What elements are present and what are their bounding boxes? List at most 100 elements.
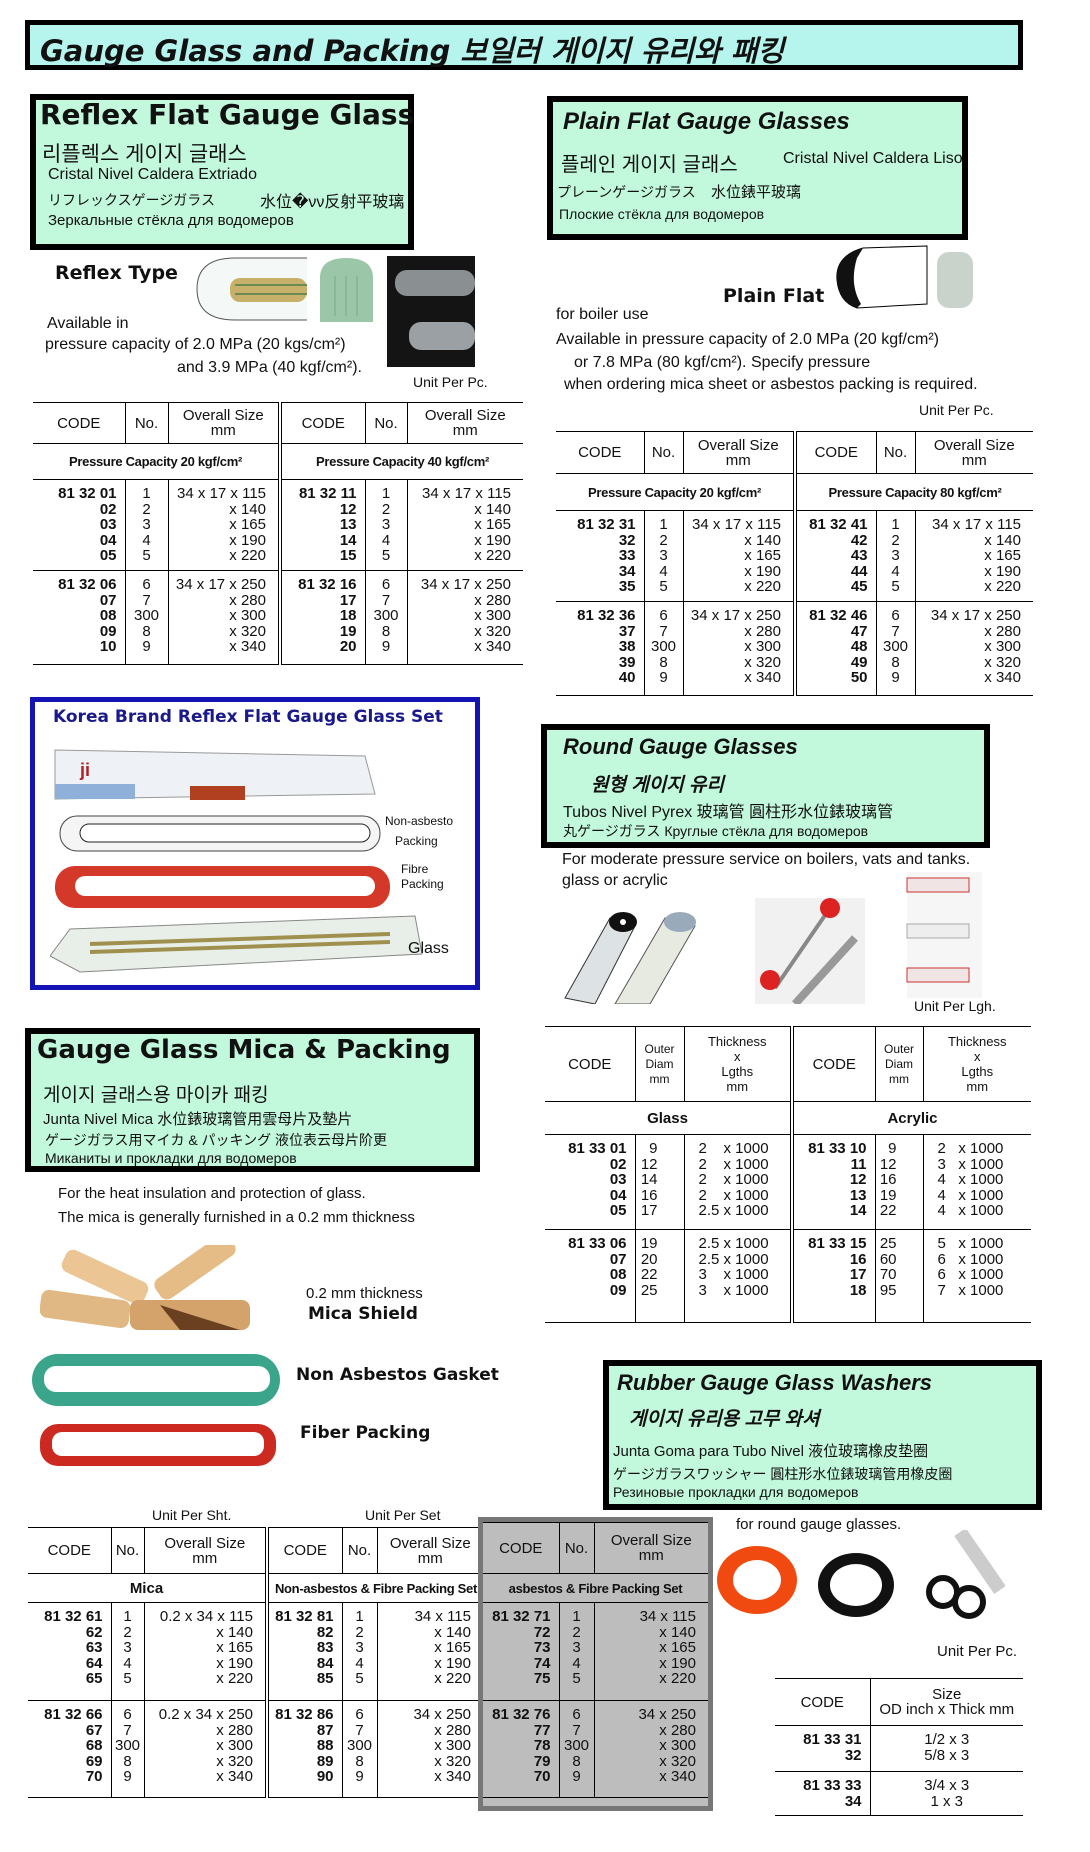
table-cell: 34 x 17 x 115 x 140 x 165 x 190 x 220 [914,510,1033,602]
no-value: 1 [355,1608,364,1625]
unit-per-sheet: Unit Per Sht. [152,1507,232,1523]
code-value: 18 [849,1281,867,1299]
no-value: 8 [355,1752,364,1770]
code-value: 12 [339,500,357,518]
table-cell: 81 32 71 72 73 74 75 [483,1602,559,1701]
size-value: x 190 [474,531,511,549]
plain-table: CODE No. Overall Size mm CODE No. Overall Siz… [556,431,1033,696]
column-header: CODE [545,1026,635,1102]
table-header-row: CODE No. Overall Size mm CODE No. Overall Siz… [556,431,1033,474]
round-unit: Unit Per Lgh. [914,998,996,1014]
size-value: x 300 [984,638,1021,655]
no-value: 300 [882,638,909,655]
code-value: 08 [609,1266,627,1283]
round-korean: 원형 게이지 유리 [591,775,724,796]
round-glass-images [564,872,982,1004]
code-value: 81 33 31 [803,1731,862,1748]
size-value: 60 [879,1250,897,1268]
gasket-images [32,1354,280,1466]
code-value: 13 [339,516,357,533]
size-value: x 190 [229,531,266,549]
plain-title: Plain Flat Gauge Glasses [563,108,850,135]
no-value: 1 [891,516,900,533]
code-value: 82 [316,1623,334,1641]
no-value: 4 [572,1654,581,1672]
column-header: CODE [793,431,876,474]
mica-russian: Миканиты и прокладки для водомеров [45,1150,297,1166]
table-cell: 34 x 17 x 115 x 140 x 165 x 190 x 220 [167,479,280,571]
section-header: Mica [28,1573,267,1603]
plain-unit: Unit Per Pc. [919,402,994,418]
label-packing-1: Packing [395,834,438,848]
code-value: 81 33 06 [568,1235,627,1252]
table-cell: 81 32 36 37 38 39 40 [556,601,644,696]
round-line-2: 丸ゲージガラス Круглые стёкла для водомеров [563,823,869,839]
column-header: Overall Size mm [914,431,1033,474]
column-header: Overall Size mm [406,402,523,444]
round-desc-2: glass or acrylic [562,872,668,889]
code-value: 11 [850,1155,867,1173]
section-header: Acrylic [790,1101,1031,1135]
reflex-avail-3: and 3.9 MPa (40 kgf/cm²). [177,359,362,376]
page-title-bar: Gauge Glass and Packing 보일러 게이지 유리와 패킹 [25,20,1023,70]
mica-shield-image [40,1245,250,1330]
no-value: 4 [891,562,900,580]
code-value: 85 [316,1670,334,1687]
rubber-line-2: ゲージガラスワッシャー 圓柱形水位錶玻璃管用橡皮圈 [613,1466,953,1482]
table-cell: 81 33 15 16 17 18 [790,1229,875,1323]
size-value: 5/8 x 3 [924,1746,970,1764]
size-value: 12 [640,1155,658,1173]
size-value: 34 x 250 [638,1706,696,1723]
rubber-unit: Unit Per Pc. [937,1643,1018,1660]
size-value: x 140 [216,1623,253,1641]
size-value: x 220 [229,547,266,564]
code-value: 81 32 61 [44,1608,103,1625]
size-value: 25 [879,1235,897,1252]
no-value: 9 [381,638,391,655]
column-header: Overall Size mm [682,431,795,474]
no-value: 4 [659,562,668,580]
no-value: 300 [346,1737,373,1754]
no-value: 6 [142,576,151,593]
code-value: 17 [849,1266,867,1283]
section-header-row: asbestos & Fibre Packing Set [483,1573,708,1603]
no-value: 5 [891,578,900,595]
size-value: 1/2 x 3 [924,1731,970,1748]
size-value: x 280 [984,622,1021,640]
no-value: 7 [659,622,668,640]
table-cell: 9 12 16 19 22 [874,1134,923,1230]
table-row-group: 81 32 61 62 63 64 65 1 2 3 4 5 0.2 x 34 x 115 x 140… [28,1602,483,1701]
rubber-title: Rubber Gauge Glass Washers [617,1370,933,1395]
code-value: 34 [618,562,636,580]
table-cell: 81 32 66 67 68 69 70 [28,1700,111,1798]
code-value: 77 [533,1721,551,1739]
no-value: 1 [142,485,151,502]
code-value: 81 32 06 [58,576,117,593]
size-value: 2.5 x 1000 [698,1202,769,1219]
section-header: Pressure Capacity 80 kgf/cm² [793,473,1033,511]
reflex-russian: Зеркальные стёкла для водомеров [48,212,294,229]
code-value: 90 [316,1768,334,1785]
size-value: x 220 [434,1670,471,1687]
reflex-avail-1: Available in [47,315,129,332]
size-value: 34 x 17 x 115 [932,516,1021,533]
washer-images [717,1530,1005,1619]
size-value: 0.2 x 34 x 115 [159,1608,253,1625]
column-header: Overall Size mm [167,402,280,444]
size-value: x 220 [659,1670,696,1687]
no-value: 3 [123,1639,132,1656]
table-cell: 6 7 300 8 9 [643,601,683,696]
size-value: x 320 [984,653,1021,671]
mica-desc-1: For the heat insulation and protection o… [58,1185,366,1202]
no-value: 9 [572,1768,581,1785]
round-line-1: Tubos Nivel Pyrex 玻璃管 圓柱形水位錶玻璃管 [563,804,894,821]
mica-thickness: 0.2 mm thickness [306,1285,423,1302]
no-value: 9 [123,1768,132,1785]
table-cell: 6 7 300 8 9 [110,1700,144,1798]
table-cell: 34 x 17 x 250 x 280 x 300 x 320 x 340 [167,570,280,665]
size-value: x 320 [659,1752,696,1770]
plain-header-box: Plain Flat Gauge Glasses 플레인 게이지 글래스 Cri… [547,96,968,240]
table-header-row: CODE No. Overall Size mm CODE No. Overall Siz… [33,402,523,444]
no-value: 1 [381,485,391,502]
